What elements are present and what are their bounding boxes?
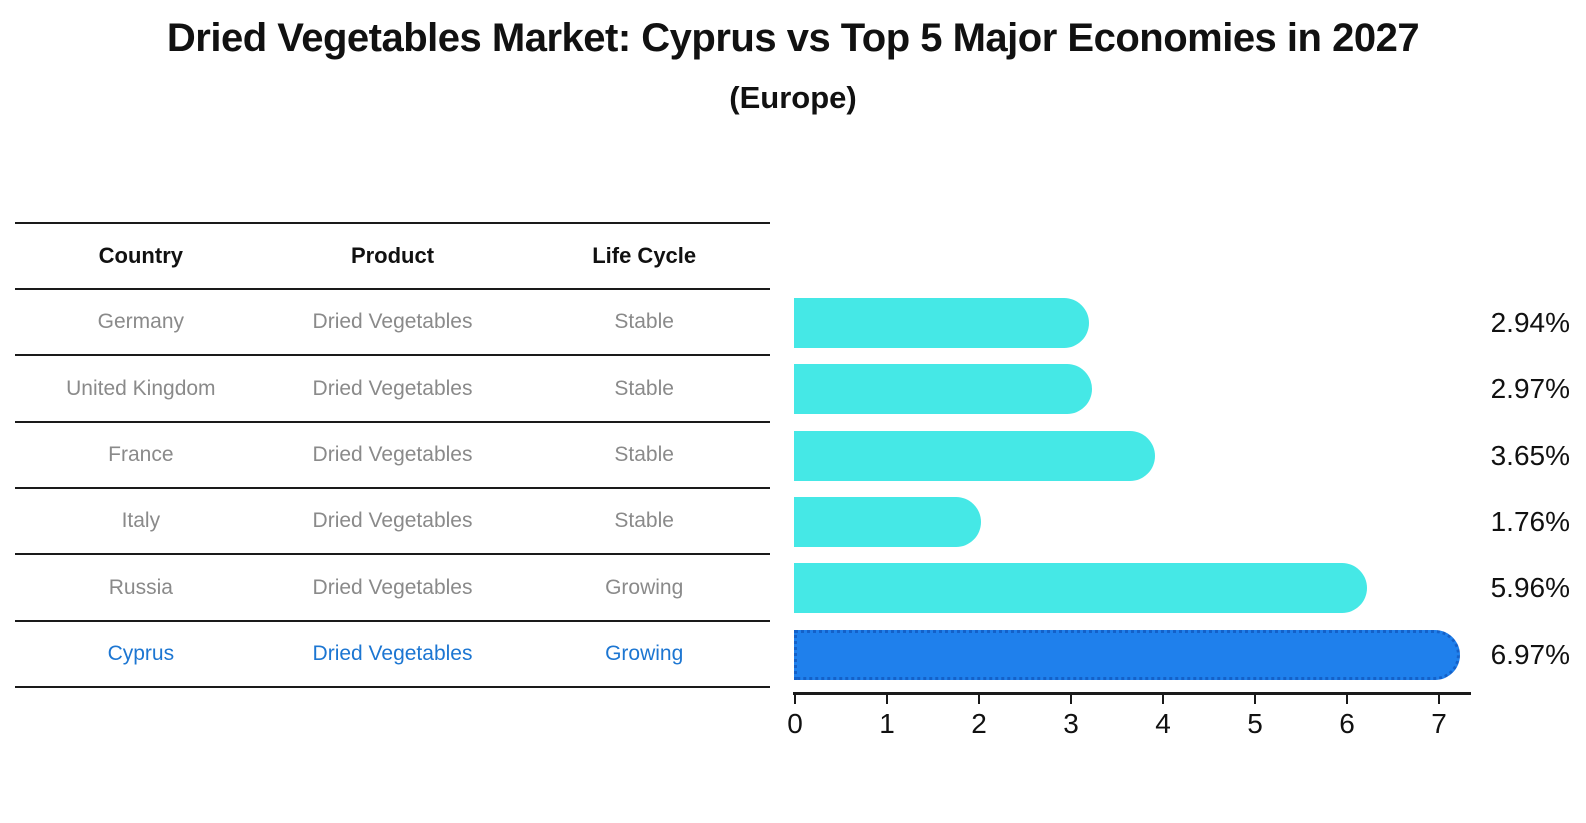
x-axis-tick-label: 5 (1247, 708, 1263, 739)
x-axis-tick-label: 1 (879, 708, 895, 739)
life-cycle-cell: Stable (614, 509, 674, 533)
x-axis-tick-label: 3 (1063, 708, 1079, 739)
page-subtitle: (Europe) (729, 80, 857, 115)
value-label: 3.65% (1490, 439, 1570, 471)
table-row: Italy Dried Vegetables Stable (15, 489, 770, 556)
value-label: 2.97% (1490, 373, 1570, 405)
x-axis-tick (794, 695, 796, 704)
x-axis-tick (1254, 695, 1256, 704)
value-label: 2.94% (1490, 307, 1570, 338)
x-axis-tick (1438, 695, 1440, 704)
x-axis-line (793, 692, 1471, 695)
life-cycle-cell: Growing (605, 641, 684, 665)
life-cycle-cell: Stable (614, 442, 674, 466)
x-axis-tick-label: 6 (1339, 708, 1355, 739)
country-cell: Cyprus (107, 641, 175, 665)
country-cell: France (108, 442, 174, 466)
product-cell: Dried Vegetables (312, 641, 473, 665)
table-row: Cyprus Dried Vegetables Growing (15, 622, 770, 689)
product-cell: Dried Vegetables (312, 509, 473, 533)
table-header-row: Country Product Life Cycle (15, 224, 770, 290)
table-body: Germany Dried Vegetables Stable United King… (15, 290, 770, 689)
product-cell: Dried Vegetables (312, 310, 473, 334)
product-cell: Dried Vegetables (312, 575, 473, 599)
table-row: United Kingdom Dried Vegetables Stable (15, 356, 770, 423)
bar-italy (794, 497, 981, 548)
x-axis-tick (978, 695, 980, 704)
x-axis-tick (886, 695, 888, 704)
x-axis-tick (1346, 695, 1348, 704)
x-axis-tick (1162, 695, 1164, 704)
life-cycle-cell: Growing (605, 575, 684, 599)
bar-germany (794, 298, 1090, 348)
x-axis-tick-label: 4 (1155, 708, 1171, 739)
value-label: 1.76% (1490, 506, 1570, 538)
bar-highlight-cyprus (794, 629, 1461, 680)
column-header-life-cycle: Life Cycle (592, 243, 697, 268)
country-table: Country Product Life Cycle Germany Dried … (15, 222, 770, 689)
life-cycle-cell: Stable (614, 376, 674, 400)
table-row: Russia Dried Vegetables Growing (15, 555, 770, 622)
x-axis-tick-label: 0 (787, 708, 803, 739)
bar-united-kingdom (794, 364, 1093, 415)
country-cell: Italy (121, 509, 161, 533)
country-cell: Germany (97, 310, 185, 334)
product-cell: Dried Vegetables (312, 376, 473, 400)
table-row: France Dried Vegetables Stable (15, 423, 770, 490)
country-cell: United Kingdom (66, 376, 216, 400)
bar-france (794, 430, 1155, 481)
country-cell: Russia (108, 575, 173, 599)
table-row: Germany Dried Vegetables Stable (15, 290, 770, 357)
value-label: 6.97% (1490, 638, 1570, 670)
life-cycle-cell: Stable (614, 310, 674, 334)
column-header-country: Country (98, 243, 183, 268)
product-cell: Dried Vegetables (312, 442, 473, 466)
column-header-product: Product (350, 243, 435, 268)
x-axis-tick-label: 2 (971, 708, 987, 739)
bar-russia (794, 563, 1368, 614)
x-axis-tick (1070, 695, 1072, 704)
value-label: 5.96% (1490, 572, 1570, 604)
page-title: Dried Vegetables Market: Cyprus vs Top 5… (166, 16, 1420, 60)
x-axis-tick-label: 7 (1431, 708, 1447, 739)
